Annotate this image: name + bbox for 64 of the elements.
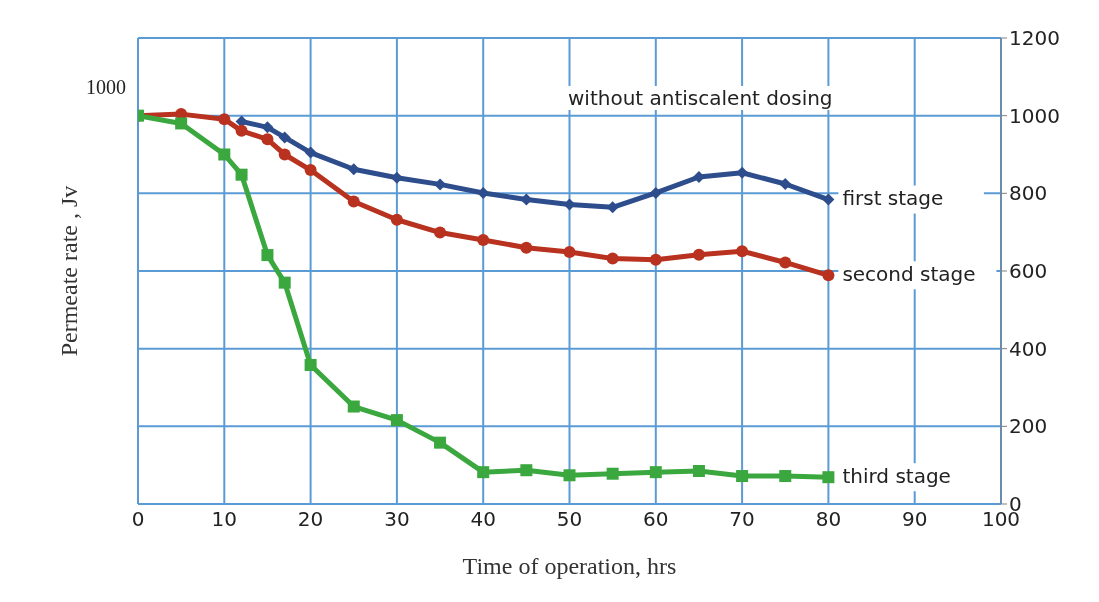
point xyxy=(390,213,403,226)
point xyxy=(347,400,360,413)
point xyxy=(692,464,705,477)
point xyxy=(218,113,231,126)
point xyxy=(606,467,619,480)
x-tick-label: 80 xyxy=(815,507,842,532)
x-tick-label: 30 xyxy=(384,507,410,532)
point xyxy=(736,470,749,483)
text: 1000 xyxy=(86,76,126,99)
x-axis-title: Time of operation, hrs xyxy=(462,553,677,579)
y-tick-label: 400 xyxy=(1009,336,1048,361)
point xyxy=(175,117,188,130)
series-label: first stage xyxy=(842,186,944,211)
point xyxy=(434,226,447,239)
annotation: without antiscalent dosing xyxy=(568,86,833,110)
point xyxy=(278,131,291,144)
point xyxy=(390,414,403,427)
point xyxy=(606,252,619,265)
point xyxy=(563,245,576,258)
x-tick-label: 90 xyxy=(901,507,928,532)
point xyxy=(347,195,360,208)
point xyxy=(235,168,248,181)
point xyxy=(278,276,291,289)
x-tick-label: 50 xyxy=(556,507,583,532)
y-tick-label: 800 xyxy=(1009,181,1048,206)
point xyxy=(477,466,490,479)
y-tick-label: 1200 xyxy=(1009,26,1060,51)
point xyxy=(304,146,317,159)
x-tick-label: 60 xyxy=(643,507,669,532)
x-tick-label: 70 xyxy=(729,507,755,532)
point xyxy=(278,148,291,161)
point xyxy=(520,464,533,477)
point xyxy=(779,178,792,191)
point xyxy=(218,148,231,161)
y-tick-label: 1000 xyxy=(1009,103,1060,128)
x-tick-label: 0 xyxy=(131,507,145,532)
x-tick-label: 20 xyxy=(297,507,324,532)
point xyxy=(304,358,317,371)
point xyxy=(779,470,792,483)
point xyxy=(692,248,705,261)
point xyxy=(520,241,533,254)
point xyxy=(235,124,248,137)
y-tick-label: 600 xyxy=(1009,259,1048,284)
x-tick-label: 40 xyxy=(470,507,496,532)
point xyxy=(434,436,447,449)
point xyxy=(261,249,274,262)
point xyxy=(736,245,749,258)
point xyxy=(563,469,576,482)
point xyxy=(822,471,835,484)
point xyxy=(347,163,360,176)
point xyxy=(822,193,835,206)
point xyxy=(779,256,792,269)
point xyxy=(477,233,490,246)
y-tick-label: 200 xyxy=(1009,414,1048,439)
series-label: third stage xyxy=(842,463,951,488)
point xyxy=(822,269,835,282)
point xyxy=(304,164,317,177)
series-label: second stage xyxy=(842,261,976,286)
point xyxy=(649,466,662,479)
point xyxy=(261,133,274,146)
point xyxy=(261,121,274,134)
point xyxy=(649,253,662,266)
y-axis-title: Permeate rate , Jv xyxy=(55,185,82,357)
x-tick-label: 10 xyxy=(211,507,238,532)
